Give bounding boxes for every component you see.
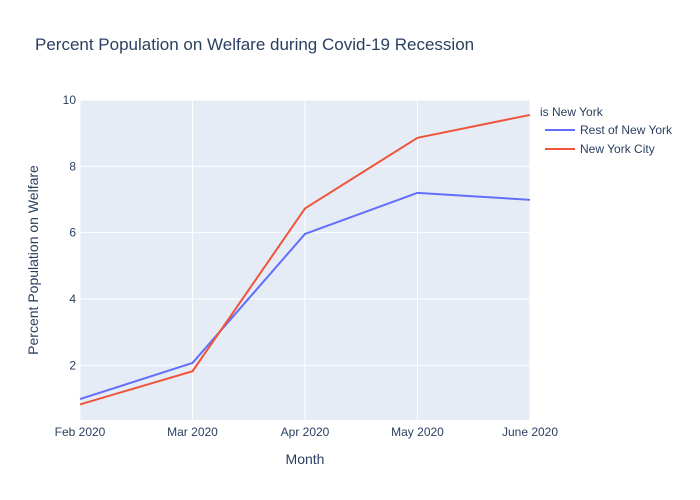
- y-tick-label: 6: [69, 226, 76, 240]
- legend-label[interactable]: Rest of New York: [580, 123, 673, 137]
- y-axis-ticks: 2 4 6 8 10: [63, 93, 77, 372]
- gridlines: [79, 99, 531, 420]
- series-lines: [79, 113, 531, 406]
- x-tick-label: Mar 2020: [167, 425, 218, 439]
- x-tick-label: Feb 2020: [55, 425, 106, 439]
- y-tick-label: 4: [69, 292, 76, 306]
- x-tick-label: May 2020: [391, 425, 444, 439]
- legend-title: is New York: [540, 105, 604, 119]
- series-line-rest-of-new-york: [79, 191, 531, 401]
- series-line-new-york-city: [79, 113, 531, 406]
- y-tick-label: 8: [69, 159, 76, 173]
- x-tick-label: June 2020: [502, 425, 558, 439]
- x-tick-label: Apr 2020: [281, 425, 330, 439]
- legend: is New York Rest of New York New York Cit…: [540, 105, 673, 156]
- chart-title: Percent Population on Welfare during Cov…: [35, 35, 474, 54]
- y-tick-label: 2: [69, 358, 76, 372]
- x-axis-ticks: Feb 2020 Mar 2020 Apr 2020 May 2020 June 202…: [55, 425, 559, 439]
- y-tick-label: 10: [63, 93, 77, 107]
- x-axis-title: Month: [286, 451, 325, 467]
- y-axis-title: Percent Population on Welfare: [25, 165, 41, 355]
- legend-label[interactable]: New York City: [580, 142, 655, 156]
